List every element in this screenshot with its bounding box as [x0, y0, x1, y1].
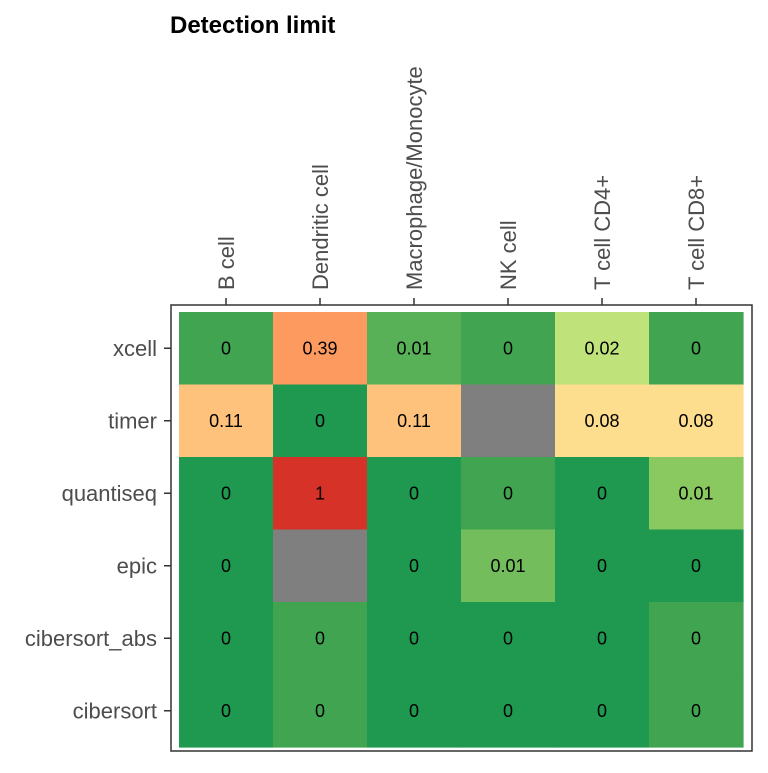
heatmap-cell [555, 529, 650, 603]
cell-value-label: 0 [221, 556, 231, 576]
cell-value-label: 0 [597, 628, 607, 648]
y-tick-label: quantiseq [62, 481, 157, 506]
heatmap-cell [649, 674, 744, 748]
cell-value-label: 0.02 [584, 338, 619, 358]
cell-value-label: 0 [597, 556, 607, 576]
heatmap-cell [649, 457, 744, 531]
heatmap-cell [179, 312, 274, 386]
heatmap-cell [367, 384, 462, 458]
heatmap-cells [179, 312, 744, 748]
heatmap-cell [555, 384, 650, 458]
cell-value-label: 0 [503, 701, 513, 721]
cell-value-label: 0 [691, 701, 701, 721]
chart-title: Detection limit [170, 12, 335, 39]
heatmap-cell [179, 602, 274, 676]
cell-value-label: 1 [315, 483, 325, 503]
cell-value-label: 0 [503, 628, 513, 648]
heatmap-cell [555, 312, 650, 386]
cell-value-label: 0 [409, 483, 419, 503]
heatmap-cell [367, 674, 462, 748]
heatmap-cell [179, 674, 274, 748]
heatmap-cell [555, 602, 650, 676]
cell-value-label: 0 [221, 701, 231, 721]
heatmap-cell [273, 529, 368, 603]
cell-value-label: 0 [409, 701, 419, 721]
heatmap-cell [273, 312, 368, 386]
cell-value-label: 0 [315, 701, 325, 721]
heatmap-cell [555, 457, 650, 531]
heatmap-cell [367, 529, 462, 603]
y-tick-label: cibersort [73, 698, 157, 723]
x-tick-label: Macrophage/Monocyte [402, 66, 427, 290]
heatmap-cell [461, 312, 556, 386]
panel-border [170, 304, 753, 752]
heatmap-cell [461, 674, 556, 748]
heatmap-cell [649, 312, 744, 386]
heatmap-cell [273, 457, 368, 531]
cell-value-label: 0.08 [584, 411, 619, 431]
y-tick-label: xcell [113, 336, 157, 361]
heatmap-cell [179, 384, 274, 458]
cell-value-label: 0.39 [302, 338, 337, 358]
heatmap-cell [649, 602, 744, 676]
x-tick-label: B cell [214, 236, 239, 290]
heatmap-cell [461, 529, 556, 603]
x-tick-label: NK cell [496, 220, 521, 290]
heatmap-cell [461, 602, 556, 676]
heatmap-cell [179, 529, 274, 603]
cell-value-label: 0 [503, 483, 513, 503]
y-tick-label: epic [117, 553, 157, 578]
cell-value-label: 0.08 [678, 411, 713, 431]
cell-value-label: 0 [315, 628, 325, 648]
heatmap-cell [273, 602, 368, 676]
cell-value-label: 0.11 [209, 411, 243, 431]
cell-value-label: 0 [221, 628, 231, 648]
heatmap-cell [649, 384, 744, 458]
heatmap-cell [273, 384, 368, 458]
y-tick-label: cibersort_abs [25, 626, 157, 651]
heatmap-cell [179, 457, 274, 531]
x-tick-label: T cell CD8+ [684, 175, 709, 290]
y-tick-label: timer [108, 408, 157, 433]
cell-value-label: 0 [221, 483, 231, 503]
cell-value-label: 0 [691, 556, 701, 576]
cell-value-label: 0 [503, 338, 513, 358]
heatmap-cell [367, 312, 462, 386]
heatmap-cell [555, 674, 650, 748]
heatmap-cell [461, 384, 556, 458]
cell-value-label: 0.01 [396, 338, 431, 358]
heatmap-cell [649, 529, 744, 603]
cell-value-label: 0.11 [397, 411, 431, 431]
cell-value-label: 0 [691, 628, 701, 648]
cell-value-label: 0 [597, 701, 607, 721]
cell-value-label: 0.01 [490, 556, 525, 576]
cell-value-label: 0 [409, 556, 419, 576]
cell-value-label: 0 [315, 411, 325, 431]
heatmap-cell-labels: 0 0.39 0.01 0 0.02 0 0.11 0 0.11 0.08 0.08 0 1 0 0 0 0.0… [209, 338, 713, 721]
heatmap-cell [273, 674, 368, 748]
cell-value-label: 0.01 [678, 483, 713, 503]
cell-value-label: 0 [221, 338, 231, 358]
y-axis: xcell timer quantiseq epic cibersort_abscibe… [25, 336, 171, 723]
x-tick-label: Dendritic cell [308, 164, 333, 290]
x-tick-label: T cell CD4+ [590, 175, 615, 290]
heatmap-cell [461, 457, 556, 531]
x-axis: B cell Dendritic cell Macrophage/Monocyte N… [214, 66, 709, 305]
cell-value-label: 0 [597, 483, 607, 503]
cell-value-label: 0 [409, 628, 419, 648]
cell-value-label: 0 [691, 338, 701, 358]
heatmap-cell [367, 457, 462, 531]
heatmap-cell [367, 602, 462, 676]
